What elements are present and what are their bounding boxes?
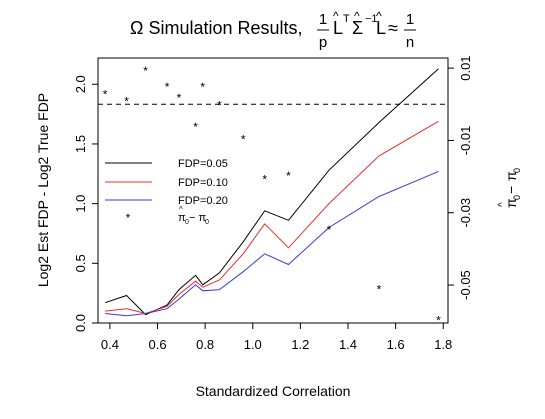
- y2-tick-label: -0.01: [458, 126, 473, 156]
- y-axis-left: 0.0 0.5 1.0 1.5 2.0: [73, 75, 98, 332]
- legend-label-sub: 0: [185, 219, 189, 226]
- title-L2-hat: ^: [376, 9, 382, 23]
- series-line-0: [104, 68, 439, 316]
- legend-label-fdp010: FDP=0.10: [178, 177, 228, 189]
- x-tick-label: 1.6: [387, 337, 405, 352]
- x-tick-label: 0.6: [148, 337, 166, 352]
- title-L1: L: [333, 18, 343, 38]
- star-point: *: [193, 120, 198, 134]
- y2-title-hat: ^: [497, 202, 508, 207]
- star-point: *: [103, 87, 108, 101]
- star-point: *: [327, 223, 332, 237]
- star-point: *: [377, 283, 382, 297]
- y2-title-pi: π: [503, 198, 519, 208]
- y2-title-pi2: π: [503, 171, 519, 181]
- legend-star-marker: *: [126, 211, 131, 225]
- title-sigma-hat: ^: [354, 9, 360, 23]
- star-point: *: [217, 98, 222, 112]
- legend-label-fdp020: FDP=0.20: [178, 195, 228, 207]
- star-point: *: [177, 91, 182, 105]
- y2-title-minus: −: [503, 186, 519, 194]
- title-frac2-num: 1: [406, 11, 414, 28]
- star-point: *: [436, 313, 441, 327]
- title-sigma: Σ: [352, 18, 363, 38]
- title-prefix: Ω Simulation Results,: [130, 18, 303, 38]
- title-frac1-den: p: [319, 34, 327, 51]
- star-point: *: [241, 133, 246, 147]
- star-point: *: [124, 95, 129, 109]
- title-frac2-den: n: [406, 34, 414, 51]
- x-tick-label: 0.4: [101, 337, 119, 352]
- y-tick-label: 1.0: [73, 195, 88, 213]
- y2-tick-label: 0.01: [458, 55, 473, 80]
- legend-label-hat: ^: [179, 205, 183, 214]
- title-frac1-num: 1: [319, 11, 327, 28]
- star-point: *: [200, 80, 205, 94]
- title-L2: L: [376, 18, 386, 38]
- star-point: *: [262, 172, 267, 186]
- title-approx: ≈: [388, 18, 398, 38]
- y2-axis-title: π ^ 0 − π 0: [497, 168, 522, 208]
- title-sup-inv: −1: [365, 13, 378, 25]
- star-point: *: [286, 169, 291, 183]
- y-tick-label: 2.0: [73, 75, 88, 93]
- legend-label-rest: − π: [189, 212, 206, 224]
- x-tick-label: 1.0: [244, 337, 262, 352]
- y2-tick-label: -0.03: [458, 198, 473, 228]
- y2-title-sub0b: 0: [512, 168, 522, 173]
- x-tick-label: 0.8: [196, 337, 214, 352]
- x-tick-label: 1.8: [434, 337, 452, 352]
- x-axis-title: Standardized Correlation: [196, 383, 351, 399]
- legend: FDP=0.05 FDP=0.10 FDP=0.20 * π ^ 0 − π 0: [105, 158, 228, 226]
- title-L1-hat: ^: [333, 9, 339, 23]
- star-point: *: [143, 64, 148, 78]
- chart-title: Ω Simulation Results, 1 p L ^ T Σ ^ −1 L…: [130, 9, 416, 51]
- legend-label-fdp005: FDP=0.05: [178, 158, 228, 170]
- star-point: *: [165, 80, 170, 94]
- y-axis-right: 0.01 -0.01 -0.03 -0.05: [448, 55, 473, 300]
- y-tick-label: 0.0: [73, 314, 88, 332]
- series-line-2: [105, 170, 439, 317]
- y-axis-title: Log2 Est FDP - Log2 True FDP: [35, 93, 51, 287]
- y-tick-label: 1.5: [73, 135, 88, 153]
- x-axis: 0.4 0.6 0.8 1.0 1.2 1.4 1.6 1.8: [101, 323, 452, 352]
- series-line-1: [105, 120, 439, 315]
- star-points: * * * * * * * * * * * * * *: [103, 64, 441, 327]
- legend-label-sub2: 0: [205, 219, 209, 226]
- plot-frame: [97, 57, 449, 324]
- y2-tick-label: -0.05: [458, 270, 473, 300]
- x-tick-label: 1.4: [339, 337, 357, 352]
- y-tick-label: 0.5: [73, 254, 88, 272]
- title-sup-T: T: [343, 13, 350, 25]
- series-lines: [104, 68, 439, 317]
- x-tick-label: 1.2: [291, 337, 309, 352]
- y2-title-sub0a: 0: [512, 195, 522, 200]
- legend-label-pi: π: [178, 212, 186, 224]
